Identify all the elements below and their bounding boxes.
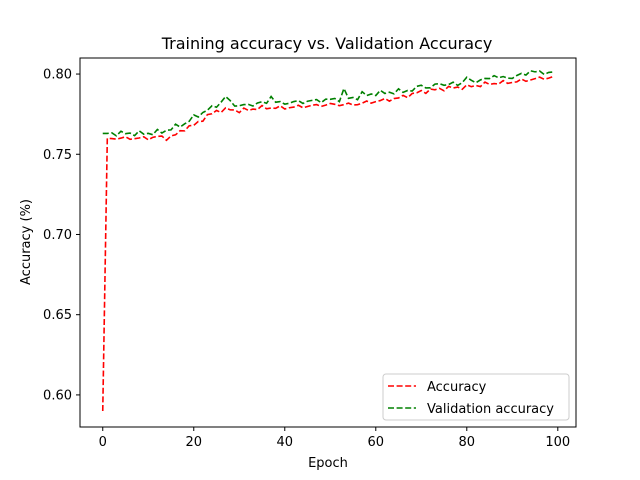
legend-label-validation-accuracy: Validation accuracy bbox=[427, 402, 554, 417]
y-tick-label: 0.65 bbox=[43, 308, 72, 323]
series-line-validation-accuracy bbox=[102, 69, 554, 137]
legend: Accuracy Validation accuracy bbox=[382, 373, 570, 421]
y-axis-label: Accuracy (%) bbox=[19, 199, 34, 285]
y-tick-label: 0.60 bbox=[43, 388, 72, 403]
plot-frame bbox=[79, 57, 577, 428]
y-tick-label: 0.80 bbox=[43, 68, 72, 83]
y-axis-ticks: 0.60 0.65 0.70 0.75 0.80 bbox=[43, 68, 80, 403]
x-tick-label: 60 bbox=[368, 435, 385, 450]
series-line-accuracy bbox=[101, 75, 554, 411]
y-tick-label: 0.75 bbox=[43, 148, 72, 163]
x-tick-label: 100 bbox=[545, 435, 570, 450]
x-tick-label: 20 bbox=[185, 435, 202, 450]
y-tick-label: 0.70 bbox=[43, 228, 72, 243]
x-axis-ticks: 0 20 40 60 80 100 bbox=[99, 427, 570, 450]
legend-box bbox=[382, 373, 570, 421]
chart-title: Training accuracy vs. Validation Accurac… bbox=[161, 34, 493, 53]
x-axis-label: Epoch bbox=[308, 456, 348, 471]
series-layer bbox=[101, 69, 554, 411]
x-tick-label: 0 bbox=[99, 435, 107, 450]
legend-label-accuracy: Accuracy bbox=[427, 380, 487, 395]
x-tick-label: 80 bbox=[459, 435, 476, 450]
x-tick-label: 40 bbox=[276, 435, 293, 450]
